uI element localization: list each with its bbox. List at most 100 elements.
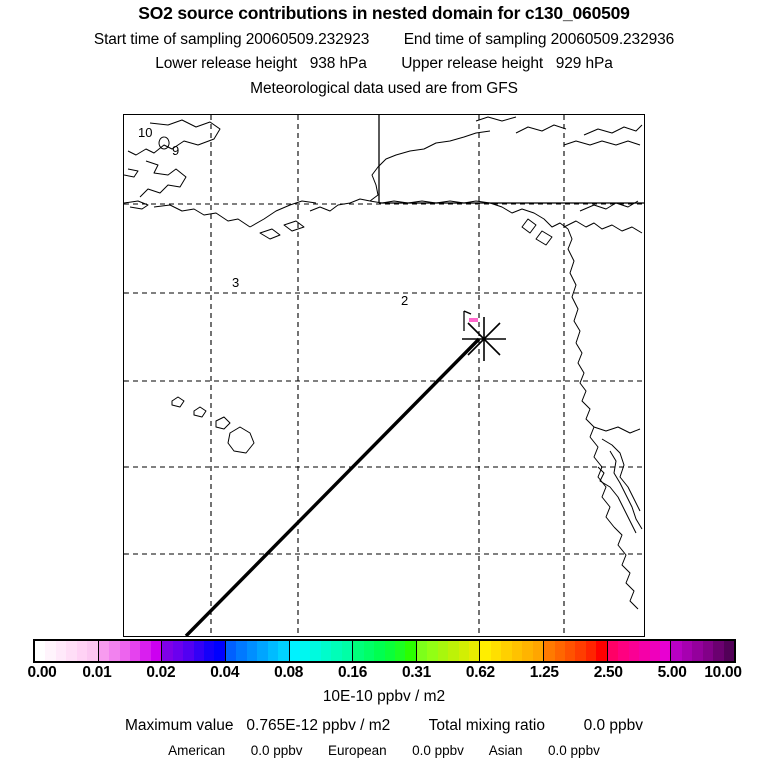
colorbar-band	[723, 641, 735, 661]
map-panel[interactable]: 10 9 3 2	[123, 114, 645, 637]
european-value: 0.0 ppbv	[412, 742, 464, 758]
colorbar-band	[300, 641, 311, 661]
colorbar-segment	[225, 641, 290, 661]
colorbar-band	[671, 641, 682, 661]
release-site-star[interactable]	[462, 317, 506, 361]
colorbar-band	[278, 641, 289, 661]
colorbar-band	[692, 641, 703, 661]
colorbar-tick-label: 2.50	[593, 664, 623, 681]
colorbar-band	[193, 641, 205, 661]
map-contour-label: 9	[172, 143, 179, 158]
colorbar-band	[565, 641, 576, 661]
colorbar-band	[448, 641, 459, 661]
colorbar-band	[353, 641, 364, 661]
colorbar-band	[183, 641, 194, 661]
colorbar-band	[236, 641, 247, 661]
colorbar-band	[511, 641, 523, 661]
colorbar-band	[45, 641, 56, 661]
dispersion-plume-cell	[469, 318, 478, 322]
colorbar-band	[544, 641, 555, 661]
colorbar-band	[87, 641, 98, 661]
colorbar-segment	[289, 641, 354, 661]
colorbar-segment	[607, 641, 672, 661]
colorbar-tick-label: 1.25	[529, 664, 559, 681]
colorbar-band	[204, 641, 215, 661]
colorbar-band	[331, 641, 342, 661]
map-label-layer: 10 9 3 2	[138, 125, 408, 308]
colorbar-segment	[35, 641, 99, 661]
colorbar-band	[458, 641, 470, 661]
colorbar-band	[628, 641, 640, 661]
colorbar-band	[501, 641, 512, 661]
colorbar-band	[119, 641, 130, 661]
colorbar-band	[320, 641, 332, 661]
colorbar-band	[267, 641, 279, 661]
colorbar-band	[55, 641, 67, 661]
colorbar-tick-label: 0.02	[146, 664, 176, 681]
lower-release-label: Lower release height	[155, 55, 298, 72]
total-mixing-ratio-value: 0.0 ppbv	[583, 717, 644, 734]
colorbar-band	[98, 641, 110, 661]
colorbar-segment	[162, 641, 226, 661]
lower-release-value: 938 hPa	[309, 55, 367, 72]
upper-release-label: Upper release height	[401, 55, 544, 72]
colorbar-band	[405, 641, 416, 661]
map-graticule	[124, 115, 644, 636]
colorbar-band	[639, 641, 650, 661]
colorbar-band	[172, 641, 184, 661]
colorbar-gradient-strip	[33, 639, 736, 663]
colorbar-tick-label: 0.16	[338, 664, 368, 681]
colorbar-band	[76, 641, 88, 661]
colorbar-band	[575, 641, 586, 661]
colorbar-band	[618, 641, 629, 661]
colorbar-band	[162, 641, 173, 661]
colorbar-band	[702, 641, 714, 661]
colorbar-band	[150, 641, 162, 661]
map-canvas: 10 9 3 2	[124, 115, 644, 636]
colorbar-segment	[98, 641, 163, 661]
american-label: American	[168, 742, 226, 758]
american-value: 0.0 ppbv	[250, 742, 303, 758]
colorbar-tick-label: 10.00	[704, 664, 742, 681]
colorbar-tick-label: 5.00	[657, 664, 687, 681]
sampling-time-line: Start time of sampling 20060509.232923 E…	[0, 30, 768, 48]
coastline-layer	[124, 116, 643, 610]
colorbar-segment	[353, 641, 417, 661]
colorbar-band	[214, 641, 225, 661]
colorbar-band	[140, 641, 151, 661]
colorbar[interactable]	[33, 639, 736, 663]
colorbar-band	[129, 641, 141, 661]
colorbar-band	[554, 641, 565, 661]
colorbar-band	[585, 641, 597, 661]
colorbar-band	[596, 641, 607, 661]
upper-release-value: 929 hPa	[555, 55, 613, 72]
colorbar-band	[384, 641, 395, 661]
max-value-label: Maximum value	[124, 717, 234, 734]
colorbar-band	[363, 641, 375, 661]
colorbar-band	[522, 641, 533, 661]
colorbar-band	[437, 641, 449, 661]
release-site-tick	[463, 310, 472, 331]
colorbar-band	[310, 641, 321, 661]
met-data-line: Meteorological data used are from GFS	[250, 79, 518, 97]
colorbar-band	[225, 641, 237, 661]
colorbar-tick-label: 0.62	[465, 664, 495, 681]
colorbar-band	[490, 641, 502, 661]
colorbar-band	[66, 641, 77, 661]
start-time-value: 20060509.232923	[245, 30, 370, 48]
colorbar-band	[659, 641, 671, 661]
back-trajectory-line	[184, 337, 481, 636]
colorbar-segment	[544, 641, 608, 661]
colorbar-band	[469, 641, 480, 661]
footer-block: Maximum value 0.765E-12 ppbv / m2 Total …	[0, 718, 768, 757]
colorbar-band	[416, 641, 428, 661]
colorbar-segment	[416, 641, 481, 661]
end-time-label: End time of sampling	[403, 30, 547, 48]
region-breakdown-line: American 0.0 ppbv European 0.0 ppbv Asia…	[0, 742, 768, 758]
colorbar-band	[35, 641, 46, 661]
asian-label: Asian	[488, 742, 523, 758]
map-contour-label: 3	[232, 275, 239, 290]
colorbar-band	[289, 641, 300, 661]
colorbar-tick-labels: 0.00 0.01 0.02 0.04 0.08 0.16 0.31 0.62 1.25 2.50…	[0, 664, 768, 684]
end-time-value: 20060509.232936	[550, 30, 675, 48]
